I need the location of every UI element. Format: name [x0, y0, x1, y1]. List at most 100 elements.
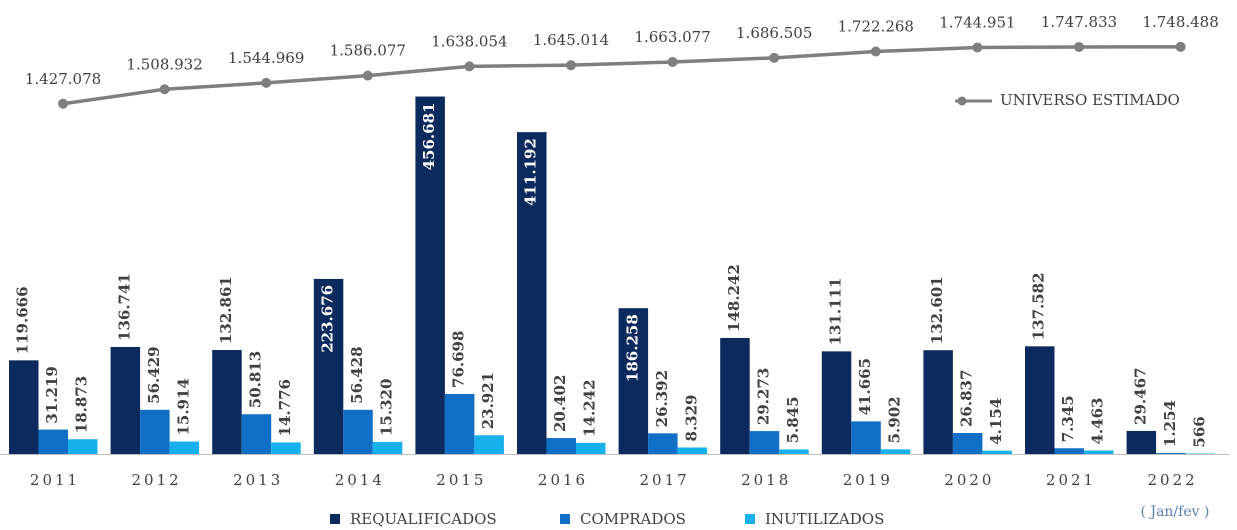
- value-label: 1.254: [1161, 400, 1179, 447]
- value-label: 132.861: [217, 276, 235, 344]
- line-value-label: 1.427.078: [25, 70, 101, 88]
- bar: [68, 439, 98, 454]
- line-value-label: 1.744.951: [939, 13, 1015, 31]
- bar: [444, 393, 475, 454]
- bar: [720, 337, 750, 454]
- line-point: [159, 84, 170, 95]
- x-tick-label: 2011: [30, 471, 80, 489]
- bar: [851, 421, 881, 454]
- bar: [517, 132, 547, 454]
- bar: [677, 447, 708, 454]
- value-label: 20.402: [551, 375, 569, 432]
- value-label: 23.921: [479, 372, 497, 429]
- line: [62, 45, 1181, 106]
- value-label: 29.273: [754, 368, 772, 425]
- value-label: 15.320: [378, 379, 396, 436]
- line-point: [1074, 41, 1084, 52]
- line-value-label: 1.686.505: [736, 24, 812, 42]
- value-label: 31.219: [43, 366, 61, 423]
- x-tick-label: 2013: [233, 471, 283, 489]
- value-label: 50.813: [246, 351, 264, 408]
- annotation: ( Jan/fev ): [1141, 504, 1210, 520]
- legend-label: INUTILIZADOS: [765, 510, 884, 528]
- line-point: [261, 77, 272, 88]
- value-label: 29.467: [1131, 368, 1149, 425]
- x-tick-label: 2021: [1046, 471, 1096, 489]
- line-point: [464, 61, 475, 72]
- x-tick-label: 2017: [640, 471, 690, 489]
- value-label: 4.154: [987, 398, 1005, 445]
- line-point: [870, 46, 881, 57]
- legend-label: REQUALIFICADOS: [350, 510, 497, 528]
- value-label: 5.845: [784, 396, 802, 443]
- bar: [1084, 450, 1114, 454]
- bar: [1126, 430, 1157, 454]
- bar: [169, 441, 200, 454]
- line-value-label: 1.645.014: [533, 31, 609, 49]
- value-label: 566: [1190, 416, 1208, 447]
- value-label: 5.902: [886, 396, 904, 443]
- value-label: 132.601: [928, 276, 946, 344]
- line-point: [1175, 41, 1186, 52]
- bar: [110, 346, 141, 454]
- bar: [313, 278, 344, 454]
- line-value-label: 1.748.488: [1142, 13, 1218, 31]
- bar: [1054, 448, 1084, 454]
- bar: [271, 442, 301, 454]
- bar: [140, 409, 170, 454]
- bar: [546, 438, 576, 454]
- value-label: 18.873: [73, 376, 91, 433]
- value-label: 4.463: [1089, 398, 1107, 445]
- line-value-label: 1.544.969: [228, 49, 304, 67]
- line-value-label: 1.586.077: [330, 42, 406, 60]
- legend-marker: [957, 96, 967, 106]
- value-label: 26.837: [958, 370, 976, 427]
- value-label: 119.666: [14, 286, 32, 354]
- x-tick-label: 2016: [538, 471, 588, 489]
- value-label: 41.665: [856, 358, 874, 415]
- line-point: [972, 42, 983, 53]
- bar: [38, 429, 68, 454]
- x-tick-label: 2019: [843, 471, 893, 489]
- x-tick-label: 2018: [741, 471, 791, 489]
- line-point: [58, 98, 68, 109]
- bar: [576, 442, 606, 454]
- value-label: 186.258: [623, 314, 641, 382]
- value-label: 8.329: [682, 394, 700, 441]
- bar: [1025, 346, 1055, 454]
- bar: [618, 308, 649, 454]
- line-point: [566, 60, 576, 71]
- bar: [648, 433, 678, 454]
- value-label: 14.776: [276, 379, 294, 436]
- value-label: 136.741: [115, 273, 133, 341]
- bar: [241, 414, 272, 454]
- value-label: 137.582: [1030, 272, 1048, 340]
- legend-swatch: [745, 514, 755, 524]
- bar: [749, 431, 780, 454]
- line-point: [362, 70, 373, 81]
- bar: [982, 450, 1012, 454]
- line-point: [667, 56, 678, 67]
- x-tick-label: 2012: [132, 471, 182, 489]
- value-label: 411.192: [522, 138, 540, 206]
- bar: [415, 96, 445, 455]
- legend-swatch: [330, 514, 340, 524]
- bar: [821, 351, 852, 454]
- bar: [9, 360, 39, 454]
- bar: [952, 432, 983, 454]
- bar: [474, 435, 504, 454]
- line-value-label: 1.722.268: [838, 17, 914, 35]
- legend-label: UNIVERSO ESTIMADO: [1000, 91, 1180, 109]
- legend-swatch: [560, 514, 570, 524]
- x-tick-label: 2014: [335, 471, 385, 489]
- bar: [779, 449, 809, 454]
- value-label: 456.681: [420, 103, 438, 171]
- line-value-label: 1.663.077: [634, 28, 710, 46]
- value-label: 56.429: [145, 346, 163, 403]
- value-label: 223.676: [319, 285, 337, 353]
- bar: [880, 449, 911, 454]
- line-value-label: 1.508.932: [126, 55, 202, 73]
- value-label: 131.111: [827, 278, 845, 346]
- x-tick-label: 2022: [1148, 471, 1198, 489]
